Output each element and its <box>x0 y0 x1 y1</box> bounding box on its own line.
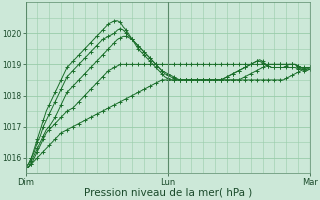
X-axis label: Pression niveau de la mer( hPa ): Pression niveau de la mer( hPa ) <box>84 188 252 198</box>
